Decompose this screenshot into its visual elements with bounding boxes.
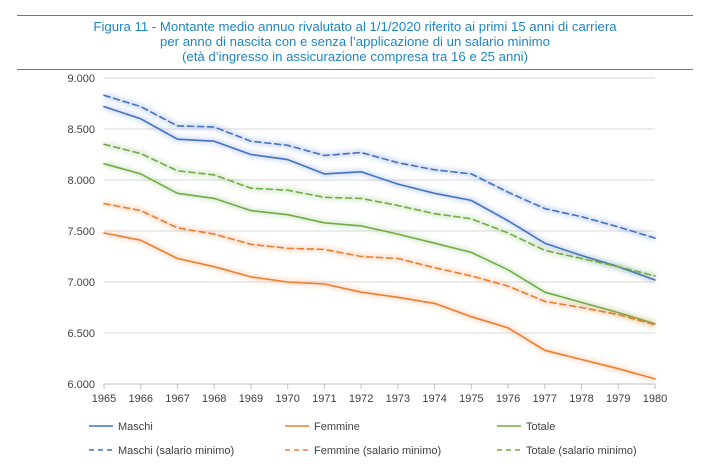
x-tick-label: 1971 <box>312 393 336 405</box>
x-tick-label: 1965 <box>92 393 116 405</box>
title-top-rule <box>17 15 693 16</box>
x-tick-label: 1979 <box>606 393 630 405</box>
series-lines <box>103 92 657 382</box>
x-tick-label: 1980 <box>643 393 667 405</box>
series-line-maschi-salario-minimo <box>103 94 656 239</box>
series-line-femmine <box>103 232 656 380</box>
x-tick-label: 1968 <box>202 393 226 405</box>
y-tick-label: 7.500 <box>67 226 95 238</box>
x-tick-label: 1969 <box>239 393 263 405</box>
title-line-3: (età d’ingresso in assicurazione compres… <box>182 49 528 64</box>
x-tick-label: 1966 <box>128 393 152 405</box>
x-tick-label: 1970 <box>275 393 299 405</box>
figure-title: Figura 11 - Montante medio annuo rivalut… <box>17 19 693 64</box>
x-tick-label: 1978 <box>569 393 593 405</box>
x-tick-label: 1976 <box>496 393 520 405</box>
x-tick-label: 1973 <box>386 393 410 405</box>
legend-label-femmine: Femmine <box>314 421 360 433</box>
y-tick-label: 6.000 <box>67 379 95 391</box>
y-tick-label: 8.000 <box>67 175 95 187</box>
x-tick-label: 1974 <box>422 393 446 405</box>
legend-label-totale: Totale <box>526 421 555 433</box>
legend-label-totale-salario-minimo: Totale (salario minimo) <box>526 445 637 457</box>
series-glow-maschi-salario-minimo <box>103 92 656 241</box>
series-line-totale-salario-minimo <box>103 143 656 277</box>
y-tick-label: 8.500 <box>67 124 95 136</box>
x-axis-ticks: 1965 1966 1967 1968 1969 1970 1971 1972 1973 1974… <box>92 384 667 405</box>
y-tick-label: 6.500 <box>67 328 95 340</box>
title-bottom-rule <box>17 69 693 70</box>
legend-label-maschi-salario-minimo: Maschi (salario minimo) <box>118 445 234 457</box>
y-tick-label: 9.000 <box>67 73 95 85</box>
x-tick-label: 1977 <box>533 393 557 405</box>
y-tick-label: 7.000 <box>67 277 95 289</box>
legend-label-maschi: Maschi <box>118 421 153 433</box>
y-axis-ticks: 6.000 6.500 7.000 7.500 8.000 8.500 9.000 <box>67 73 95 391</box>
series-line-totale <box>103 162 656 325</box>
series-line-femmine-salario-minimo <box>103 202 656 326</box>
x-tick-label: 1972 <box>349 393 373 405</box>
legend-label-femmine-salario-minimo: Femmine (salario minimo) <box>314 445 441 457</box>
title-line-2: per anno di nascita con e senza l’applic… <box>160 34 550 49</box>
x-tick-label: 1967 <box>165 393 189 405</box>
legend: Maschi Femmine Totale Maschi (salario minim… <box>89 421 637 457</box>
x-tick-label: 1975 <box>459 393 483 405</box>
title-line-1: Figura 11 - Montante medio annuo rivalut… <box>93 19 617 34</box>
series-line-maschi <box>103 105 656 281</box>
